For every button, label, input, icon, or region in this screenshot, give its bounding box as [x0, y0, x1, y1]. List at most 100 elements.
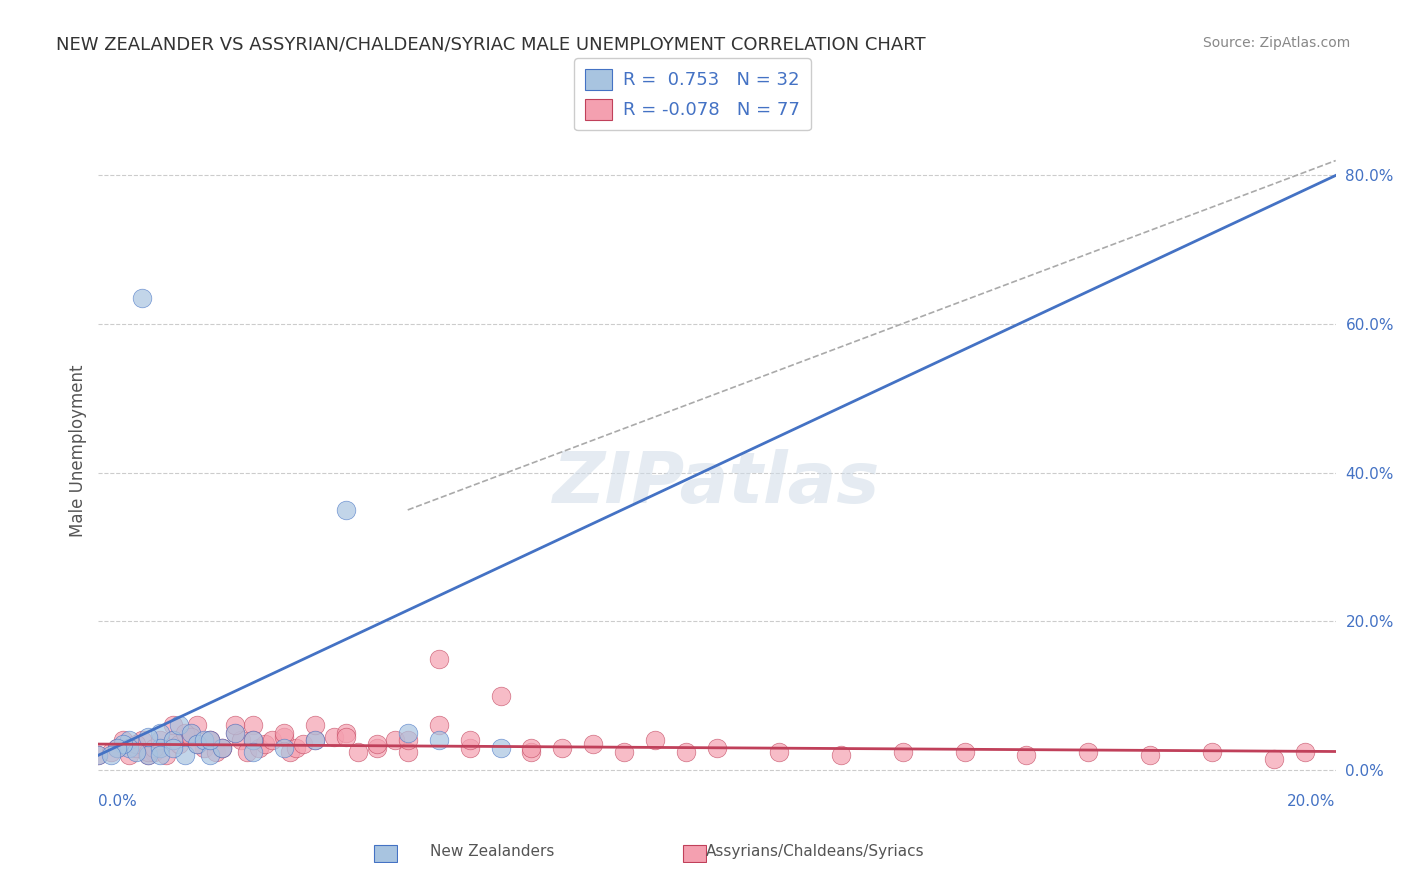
Point	[953, 744, 976, 758]
Point	[273, 730, 295, 744]
Legend: R =  0.753   N = 32, R = -0.078   N = 77: R = 0.753 N = 32, R = -0.078 N = 77	[574, 58, 810, 130]
Point	[162, 740, 184, 755]
Point	[273, 740, 295, 755]
Point	[100, 748, 122, 763]
Point	[291, 737, 314, 751]
Point	[193, 740, 215, 755]
Point	[186, 737, 208, 751]
Point	[162, 733, 184, 747]
Point	[335, 726, 357, 740]
Text: 0.0%: 0.0%	[98, 794, 138, 809]
Point	[427, 718, 450, 732]
Point	[224, 726, 246, 740]
Point	[427, 733, 450, 747]
Point	[131, 291, 153, 305]
Point	[149, 726, 172, 740]
Point	[198, 748, 221, 763]
Point	[224, 718, 246, 732]
Point	[247, 740, 270, 755]
Point	[489, 740, 512, 755]
Point	[224, 726, 246, 740]
Point	[489, 689, 512, 703]
Point	[304, 733, 326, 747]
Point	[304, 733, 326, 747]
Point	[335, 503, 357, 517]
Point	[198, 733, 221, 747]
Point	[211, 740, 233, 755]
Point	[273, 726, 295, 740]
Point	[149, 740, 172, 755]
Point	[198, 733, 221, 747]
Point	[180, 726, 202, 740]
Point	[124, 737, 146, 751]
Point	[174, 748, 197, 763]
FancyBboxPatch shape	[374, 845, 396, 863]
Point	[520, 740, 543, 755]
Point	[260, 733, 283, 747]
Point	[180, 726, 202, 740]
Point	[87, 748, 110, 763]
Point	[174, 726, 197, 740]
Point	[149, 740, 172, 755]
Point	[155, 748, 177, 763]
Point	[1201, 744, 1223, 758]
Point	[162, 733, 184, 747]
Point	[136, 744, 159, 758]
Point	[186, 718, 208, 732]
Point	[198, 733, 221, 747]
Point	[105, 740, 128, 755]
Point	[366, 740, 388, 755]
Point	[335, 730, 357, 744]
Text: New Zealanders: New Zealanders	[430, 845, 554, 859]
Point	[193, 733, 215, 747]
Point	[347, 744, 370, 758]
Point	[242, 733, 264, 747]
Point	[396, 733, 419, 747]
Point	[211, 740, 233, 755]
Point	[211, 740, 233, 755]
Point	[118, 740, 141, 755]
Text: 20.0%: 20.0%	[1288, 794, 1336, 809]
Point	[706, 740, 728, 755]
Point	[118, 733, 141, 747]
Point	[285, 740, 308, 755]
Point	[396, 726, 419, 740]
Point	[582, 737, 605, 751]
Point	[105, 740, 128, 755]
Point	[167, 737, 190, 751]
Point	[396, 744, 419, 758]
Point	[149, 748, 172, 763]
Point	[143, 744, 166, 758]
Point	[458, 740, 481, 755]
Point	[366, 737, 388, 751]
Y-axis label: Male Unemployment: Male Unemployment	[69, 364, 87, 537]
Point	[136, 748, 159, 763]
Point	[229, 733, 252, 747]
Point	[149, 733, 172, 747]
Point	[100, 744, 122, 758]
Point	[427, 651, 450, 665]
Point	[613, 744, 636, 758]
Point	[551, 740, 574, 755]
FancyBboxPatch shape	[683, 845, 706, 863]
Point	[136, 730, 159, 744]
Point	[167, 718, 190, 732]
Point	[242, 744, 264, 758]
Point	[304, 718, 326, 732]
Point	[87, 748, 110, 763]
Point	[131, 733, 153, 747]
Point	[1077, 744, 1099, 758]
Text: Source: ZipAtlas.com: Source: ZipAtlas.com	[1202, 36, 1350, 50]
Point	[180, 730, 202, 744]
Text: ZIPatlas: ZIPatlas	[554, 450, 880, 518]
Point	[1263, 752, 1285, 766]
Text: NEW ZEALANDER VS ASSYRIAN/CHALDEAN/SYRIAC MALE UNEMPLOYMENT CORRELATION CHART: NEW ZEALANDER VS ASSYRIAN/CHALDEAN/SYRIA…	[56, 36, 927, 54]
Point	[278, 744, 301, 758]
Point	[830, 748, 852, 763]
Point	[675, 744, 697, 758]
Point	[891, 744, 914, 758]
Point	[136, 748, 159, 763]
Point	[768, 744, 790, 758]
Point	[124, 740, 146, 755]
Point	[186, 737, 208, 751]
